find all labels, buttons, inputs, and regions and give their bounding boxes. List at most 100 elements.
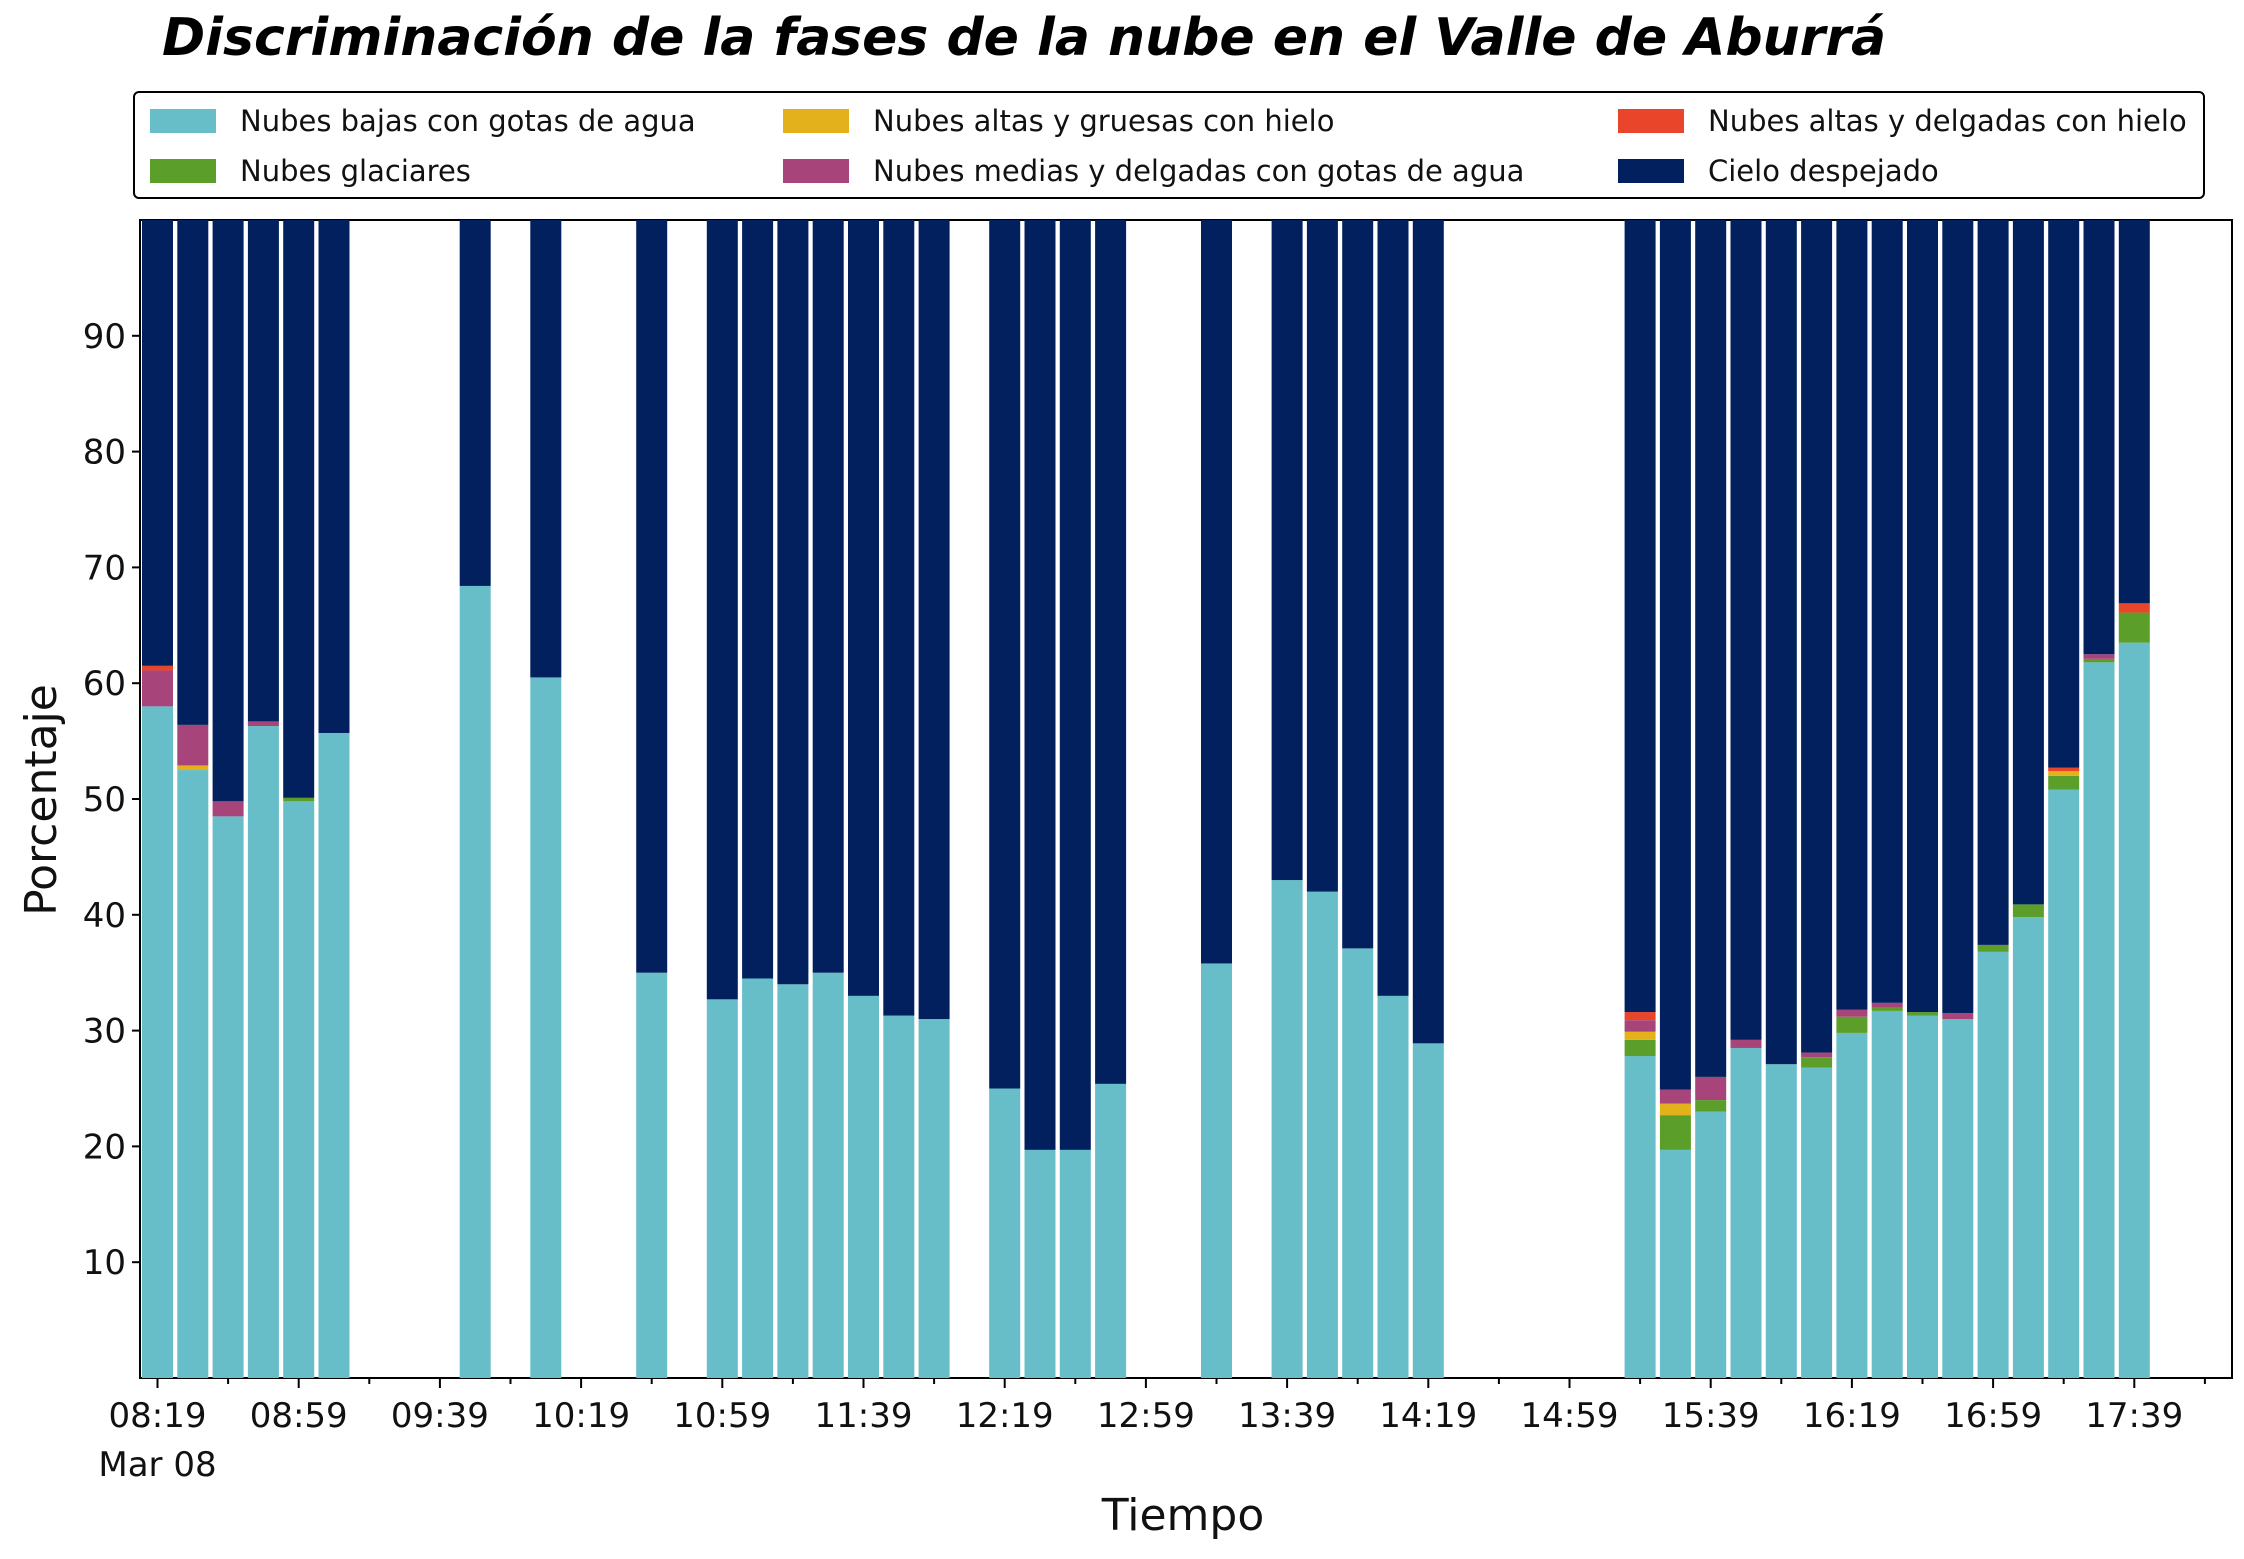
bar-segment xyxy=(1801,1067,1833,1378)
y-tick-label: 10 xyxy=(83,1243,126,1283)
bar-segment xyxy=(1342,948,1374,1378)
bars-group xyxy=(142,220,2150,1378)
y-axis: 10 20 30 40 50 60 70 80 90 xyxy=(83,317,140,1283)
bar-segment xyxy=(1095,220,1127,1084)
legend-label: Nubes altas y gruesas con hielo xyxy=(873,104,1335,138)
bar-segment xyxy=(1695,220,1727,1077)
bar-segment xyxy=(142,220,173,666)
bar-segment xyxy=(212,816,244,1378)
x-tick-label: 16:59 xyxy=(1944,1396,2042,1436)
x-tick-label: 17:39 xyxy=(2085,1396,2183,1436)
bar-segment xyxy=(812,220,844,973)
chart-title: Discriminación de la fases de la nube en… xyxy=(162,8,1887,68)
bar-segment xyxy=(283,801,315,1378)
bar-segment xyxy=(177,220,209,725)
bar-segment xyxy=(1342,220,1374,949)
bar-segment xyxy=(1624,1020,1656,1032)
bar-segment xyxy=(1942,1013,1974,1020)
x-date-label: Mar 08 xyxy=(98,1445,216,1485)
bar-segment xyxy=(1801,1052,1833,1058)
bar-segment xyxy=(2048,775,2080,790)
bar-segment xyxy=(1659,1115,1691,1150)
bar-segment xyxy=(1095,1083,1127,1378)
bar-segment xyxy=(1412,220,1444,1044)
y-tick-label: 50 xyxy=(83,780,126,820)
bar-segment xyxy=(2048,771,2080,776)
x-tick-label: 12:19 xyxy=(956,1396,1054,1436)
bar-segment xyxy=(777,984,809,1378)
bar-segment xyxy=(1695,1111,1727,1378)
bar-segment xyxy=(142,706,173,1378)
bar-segment xyxy=(1024,1149,1056,1378)
bar-segment xyxy=(1730,1039,1762,1048)
y-tick-label: 70 xyxy=(83,548,126,588)
bar-segment xyxy=(1942,1019,1974,1378)
bar-segment xyxy=(1624,1056,1656,1378)
legend-item: Nubes medias y delgadas con gotas de agu… xyxy=(783,151,1524,191)
legend-item: Nubes glaciares xyxy=(150,151,471,191)
x-tick-label: 14:59 xyxy=(1521,1396,1619,1436)
bar-segment xyxy=(1801,220,1833,1053)
bar-segment xyxy=(212,801,244,817)
bar-segment xyxy=(2048,767,2080,772)
bar-segment xyxy=(1624,1039,1656,1057)
bar-segment xyxy=(2118,220,2150,604)
bar-segment xyxy=(1059,1149,1091,1378)
x-tick-label: 10:19 xyxy=(532,1396,630,1436)
legend-item: Cielo despejado xyxy=(1618,151,1939,191)
bar-segment xyxy=(1695,1076,1727,1101)
legend-swatch xyxy=(1618,159,1684,183)
bar-segment xyxy=(1024,220,1056,1150)
legend-label: Cielo despejado xyxy=(1708,154,1939,188)
x-tick-label: 12:59 xyxy=(1097,1396,1195,1436)
bar-segment xyxy=(530,677,562,1378)
bar-segment xyxy=(1836,1016,1868,1033)
bar-segment xyxy=(530,220,562,678)
legend-swatch xyxy=(1618,109,1684,133)
x-tick-label: 11:39 xyxy=(815,1396,913,1436)
bar-segment xyxy=(1412,1043,1444,1378)
y-tick-label: 40 xyxy=(83,896,126,936)
bar-segment xyxy=(1659,1103,1691,1116)
bar-segment xyxy=(1624,1031,1656,1040)
bar-segment xyxy=(2012,220,2044,905)
bar-segment xyxy=(283,797,315,802)
y-tick-label: 30 xyxy=(83,1012,126,1052)
bar-segment xyxy=(1659,1149,1691,1378)
bar-segment xyxy=(989,1088,1021,1378)
bar-segment xyxy=(636,972,668,1378)
bar-segment xyxy=(848,220,879,996)
bar-segment xyxy=(142,670,173,707)
bar-segment xyxy=(177,770,209,1378)
bar-segment xyxy=(2048,220,2080,768)
legend-label: Nubes bajas con gotas de agua xyxy=(240,104,696,138)
x-tick-label: 16:19 xyxy=(1803,1396,1901,1436)
legend: Nubes bajas con gotas de agua Nubes glaci… xyxy=(133,91,2205,199)
bar-segment xyxy=(1624,220,1656,1013)
bar-segment xyxy=(1942,220,1974,1014)
bar-segment xyxy=(989,220,1021,1089)
bar-segment xyxy=(1871,220,1903,1003)
y-tick-label: 90 xyxy=(83,317,126,357)
x-tick-label: 14:19 xyxy=(1379,1396,1477,1436)
bar-segment xyxy=(2083,220,2115,655)
bar-segment xyxy=(177,724,209,766)
bar-segment xyxy=(1306,891,1338,1378)
legend-swatch xyxy=(783,109,849,133)
legend-item: Nubes bajas con gotas de agua xyxy=(150,101,696,141)
bar-segment xyxy=(1730,220,1762,1040)
bar-segment xyxy=(1659,220,1691,1090)
y-axis-label: Porcentaje xyxy=(16,684,67,916)
bar-segment xyxy=(918,220,950,1020)
bar-segment xyxy=(1306,220,1338,892)
bar-segment xyxy=(1871,1007,1903,1011)
bar-segment xyxy=(883,1015,915,1378)
bar-segment xyxy=(459,220,491,586)
bar-segment xyxy=(2048,789,2080,1378)
bar-segment xyxy=(212,220,244,802)
bar-segment xyxy=(848,995,879,1378)
bar-segment xyxy=(706,999,738,1378)
legend-label: Nubes altas y delgadas con hielo xyxy=(1708,104,2187,138)
legend-item: Nubes altas y delgadas con hielo xyxy=(1618,101,2187,141)
